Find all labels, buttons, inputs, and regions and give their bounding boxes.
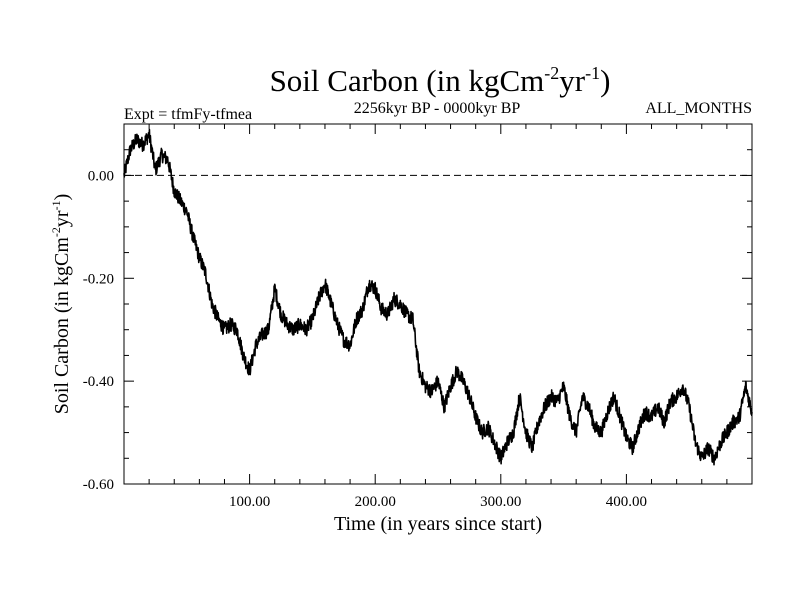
- series-line-soil-carbon: [124, 130, 752, 465]
- x-axis-label: Time (in years since start): [334, 513, 542, 535]
- subtitle-months: ALL_MONTHS: [645, 100, 752, 117]
- y-tick-label: -0.20: [83, 271, 114, 287]
- y-axis-tick-labels: 0.00 -0.20 -0.40 -0.60: [83, 168, 114, 493]
- y-tick-label: 0.00: [88, 168, 114, 184]
- x-tick-label: 400.00: [606, 494, 647, 510]
- subtitle-experiment: Expt = tfmFy-tfmea: [124, 106, 252, 123]
- x-tick-label: 200.00: [355, 494, 396, 510]
- chart-title: Soil Carbon (in kgCm-2yr-1): [270, 63, 611, 98]
- x-axis-ticks: [149, 124, 727, 484]
- y-tick-label: -0.40: [83, 374, 114, 390]
- x-axis-tick-labels: 100.00 200.00 300.00 400.00: [229, 494, 647, 510]
- series-group: [124, 130, 752, 465]
- subtitle-period: 2256kyr BP - 0000kyr BP: [354, 100, 521, 117]
- x-tick-label: 300.00: [480, 494, 521, 510]
- x-tick-label: 100.00: [229, 494, 270, 510]
- y-tick-label: -0.60: [83, 477, 114, 493]
- y-axis-label: Soil Carbon (in kgCm-2yr-1): [49, 194, 73, 415]
- plot-frame: [124, 124, 752, 484]
